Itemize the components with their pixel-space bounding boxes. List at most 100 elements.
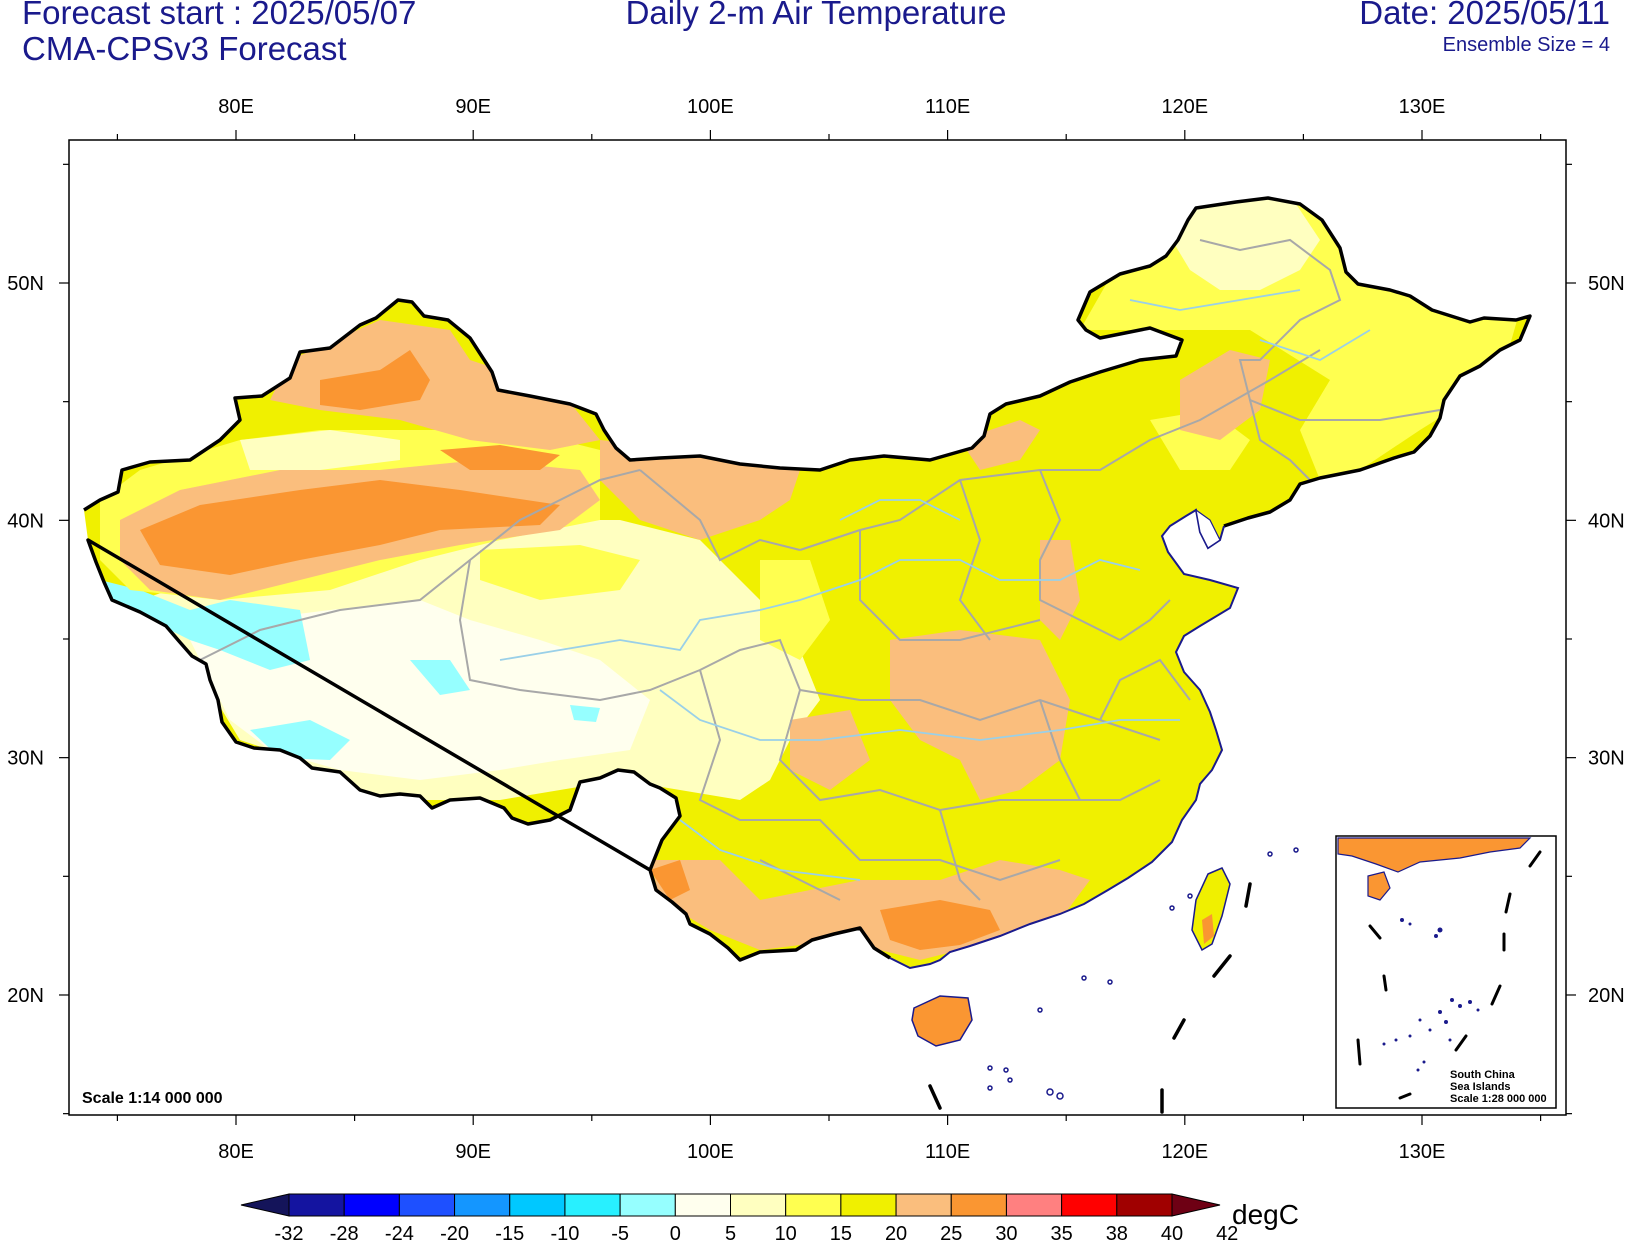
field-tibet-cold-center <box>410 660 470 695</box>
field-central-warm <box>890 630 1070 800</box>
lat-label-left: 20N <box>7 985 44 1007</box>
colorbar-level-label: -10 <box>550 1223 579 1241</box>
field-south-hot <box>880 900 1000 950</box>
lon-label-top: 130E <box>1399 96 1446 118</box>
china-national-border <box>83 196 1532 962</box>
colorbar-low-arrow <box>240 1193 290 1217</box>
colorbar-level-label: 5 <box>725 1223 736 1241</box>
colorbar-box <box>674 1193 731 1217</box>
field-qilian-light <box>480 545 640 600</box>
colorbar-level-label: -28 <box>330 1223 359 1241</box>
colorbar-level-label: 0 <box>670 1223 681 1241</box>
colorbar-box <box>1061 1193 1118 1217</box>
map-scale-label: Scale 1:14 000 000 <box>82 1090 223 1107</box>
field-dzungaria-warm <box>270 320 600 450</box>
forecast-start-label: Forecast start : 2025/05/07 <box>22 0 417 31</box>
taiwan-warm <box>1202 914 1214 944</box>
colorbar-level-label: 25 <box>940 1223 962 1241</box>
lon-label-top: 100E <box>687 96 734 118</box>
colorbar-level-label: 20 <box>885 1223 907 1241</box>
graticule-labels: 80E 80E 90E 90E 100E 100E 110E 110E 120E 120E 130E… <box>7 96 1624 1163</box>
inset-label-line2: Sea Islands <box>1450 1081 1511 1093</box>
valid-date-label: Date: 2025/05/11 <box>1359 0 1610 31</box>
lon-label-top: 80E <box>218 96 254 118</box>
map-title: Daily 2-m Air Temperature <box>625 0 1007 31</box>
field-xinjiang-band-light <box>240 430 400 470</box>
colorbar-box <box>509 1193 566 1217</box>
taiwan-island <box>1191 867 1231 952</box>
field-sichuan-light <box>760 560 830 660</box>
colorbar-box <box>785 1193 842 1217</box>
colorbar-box <box>619 1193 676 1217</box>
china-coastline <box>889 508 1240 970</box>
lat-label-right: 30N <box>1588 748 1625 770</box>
colorbar-box <box>1005 1193 1063 1217</box>
field-greater-khingan-cool <box>1160 198 1320 290</box>
lat-label-right: 50N <box>1588 273 1625 295</box>
model-label: CMA-CPSv3 Forecast <box>22 30 347 67</box>
lon-label-top: 120E <box>1161 96 1208 118</box>
bohai-bay <box>1195 508 1221 549</box>
colorbar-level-label: -32 <box>275 1223 304 1241</box>
colorbar-level-label: 30 <box>995 1223 1017 1241</box>
colorbar-box <box>840 1193 897 1217</box>
colorbar: -32 -28 -24 -20 -15 -10 -5 0 5 10 15 20 25 30 35 38 40 42 <box>240 1193 1238 1241</box>
lat-label-left: 50N <box>7 273 44 295</box>
field-sichuan-warm <box>790 710 870 790</box>
lon-label-top: 90E <box>455 96 491 118</box>
colorbar-level-label: -20 <box>440 1223 469 1241</box>
colorbar-level-label: -15 <box>495 1223 524 1241</box>
field-tibet-cold-west <box>100 580 310 670</box>
inset-hainan <box>1367 871 1391 901</box>
colorbar-level-label: 35 <box>1051 1223 1073 1241</box>
south-china-sea-inset: South China Sea Islands Scale 1:28 000 0… <box>1335 835 1557 1109</box>
colorbar-level-label: -24 <box>385 1223 414 1241</box>
lat-label-left: 30N <box>7 748 44 770</box>
field-dzungaria-hot <box>320 350 430 410</box>
colorbar-box <box>398 1193 456 1217</box>
colorbar-level-label: 15 <box>830 1223 852 1241</box>
lon-label-bottom: 90E <box>455 1141 491 1163</box>
colorbar-level-label: -5 <box>611 1223 629 1241</box>
field-inner-mongolia-warm <box>960 420 1040 470</box>
field-yunnan-hot <box>650 860 690 900</box>
colorbar-box <box>895 1193 952 1217</box>
colorbar-level-label: 38 <box>1106 1223 1128 1241</box>
province-boundaries <box>199 238 1441 901</box>
field-tibet-cold-spot <box>570 705 600 722</box>
south-sea-islets <box>987 847 1299 1100</box>
lat-label-right: 20N <box>1588 985 1625 1007</box>
lon-label-bottom: 130E <box>1399 1141 1446 1163</box>
nine-dash-line <box>928 882 1252 1114</box>
rivers <box>499 289 1371 881</box>
field-tarim-hot <box>140 480 560 575</box>
colorbar-unit-label: degC <box>1232 1199 1299 1230</box>
colorbar-box <box>343 1193 400 1217</box>
inset-mainland <box>1337 837 1532 873</box>
colorbar-box <box>1116 1193 1173 1217</box>
inset-label-line3: Scale 1:28 000 000 <box>1450 1093 1547 1105</box>
lon-label-bottom: 80E <box>218 1141 254 1163</box>
inset-label-line1: South China <box>1450 1069 1516 1081</box>
colorbar-high-arrow <box>1171 1193 1221 1217</box>
colorbar-box <box>730 1193 787 1217</box>
lat-label-right: 40N <box>1588 510 1625 532</box>
colorbar-box <box>288 1193 345 1217</box>
colorbar-level-label: 10 <box>775 1223 797 1241</box>
hainan-island <box>911 995 973 1047</box>
lon-label-bottom: 110E <box>925 1141 970 1163</box>
field-turpan-hot <box>440 445 560 470</box>
inset-dash-line <box>1356 850 1542 1100</box>
colorbar-level-label: 40 <box>1161 1223 1183 1241</box>
graticule-ticks <box>59 130 1576 1125</box>
colorbar-box <box>950 1193 1007 1217</box>
ensemble-size-label: Ensemble Size = 4 <box>1442 34 1610 56</box>
colorbar-box <box>564 1193 621 1217</box>
lon-label-top: 110E <box>925 96 970 118</box>
lon-label-bottom: 100E <box>687 1141 734 1163</box>
colorbar-level-label: 42 <box>1216 1223 1238 1241</box>
inset-islets <box>1382 918 1480 1072</box>
lon-label-bottom: 120E <box>1161 1141 1208 1163</box>
colorbar-box <box>454 1193 511 1217</box>
lat-label-left: 40N <box>7 510 44 532</box>
